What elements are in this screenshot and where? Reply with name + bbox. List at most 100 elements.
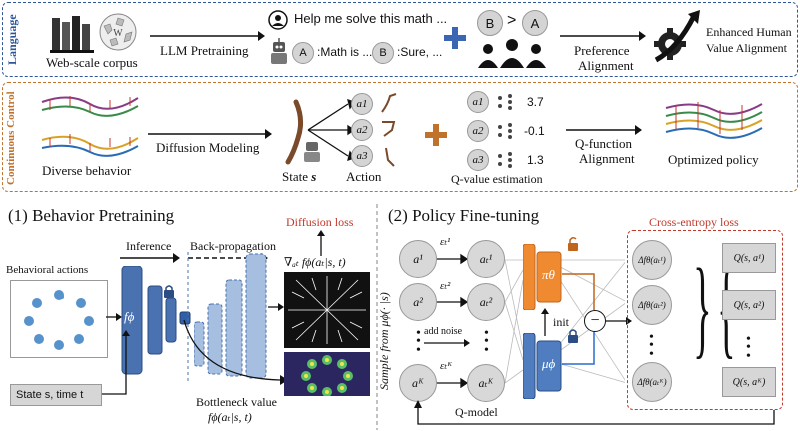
- state-time-label: State s, time t: [16, 389, 84, 401]
- qfunction-label-2: Alignment: [579, 151, 635, 166]
- result-label-2: Value Alignment: [706, 41, 787, 55]
- behavior-pretraining-title: (1) Behavior Pretraining: [8, 206, 175, 225]
- gear-growth-icon: [648, 8, 704, 69]
- delta-f-2-label: Δfθ(aₜ²): [638, 299, 666, 310]
- wikipedia-globe-icon: W: [98, 12, 138, 57]
- people-group-icon: [472, 38, 552, 75]
- right-brace: }: [693, 246, 712, 368]
- svg-text:W: W: [113, 28, 123, 39]
- llm-arrow: [150, 31, 265, 41]
- response-a-badge: A: [292, 42, 314, 64]
- control-panel: [2, 82, 798, 192]
- q-value-estimation-label: Q-value estimation: [451, 172, 543, 186]
- state-symbol: s: [311, 169, 317, 184]
- qfunction-label-1: Q-function: [575, 136, 633, 151]
- eps-K: εₜᴷ: [440, 360, 453, 372]
- delta-f-2: Δfθ(aₜ²): [632, 285, 672, 325]
- q-value-1: 3.7: [527, 95, 544, 109]
- noised-a2-label: aₜ²: [479, 294, 493, 309]
- bottleneck-label-1: Bottleneck value: [196, 395, 277, 409]
- pref-align-label-1: Preference: [574, 43, 630, 58]
- action-pose-sketches: [378, 92, 400, 173]
- plus-icon-mid: [425, 124, 447, 151]
- actions-to-net-arrow: [106, 313, 122, 321]
- noised-aK-label: aₜᴷ: [478, 375, 494, 390]
- bottleneck-heatmap: [284, 352, 370, 397]
- language-side-label: Language: [5, 14, 19, 66]
- eps-1: εₜ¹: [440, 236, 451, 248]
- inference-label: Inference: [126, 239, 172, 253]
- add-noise-arrow: [424, 339, 470, 347]
- minus-sign: −: [590, 312, 600, 329]
- q-value-3: 1.3: [527, 153, 544, 167]
- action-label: Action: [346, 169, 382, 184]
- q-action-a3-label: a3: [472, 154, 484, 166]
- init-label: init: [553, 315, 570, 329]
- q-action-a3: a3: [467, 149, 489, 171]
- pref-a-badge: A: [522, 10, 548, 36]
- diverse-behavior-label: Diverse behavior: [42, 163, 132, 178]
- diffusion-modeling-label: Diffusion Modeling: [156, 140, 260, 155]
- preference-arrow: [560, 31, 646, 41]
- action-a3: a3: [351, 145, 373, 167]
- action-a2-label: a2: [356, 124, 368, 136]
- pref-gt: >: [507, 12, 517, 29]
- lock-icon-left: [163, 284, 175, 303]
- inference-arrow: [120, 253, 180, 263]
- backprop-label: Back-propagation: [190, 239, 276, 253]
- sample-from-label: Sample from μϕ(· |s): [377, 292, 391, 390]
- gradient-label: ∇ₐₜ fϕ(aₜ|s, t): [284, 255, 346, 269]
- init-arrow: [541, 308, 549, 336]
- cross-entropy-box: [627, 230, 783, 410]
- encoder-network: [120, 265, 192, 381]
- sample-a1: a¹: [399, 240, 437, 278]
- behavioral-actions-label: Behavioral actions: [6, 264, 89, 276]
- prompt-text: Help me solve this math ...: [294, 11, 448, 26]
- qfunction-arrow: [566, 125, 642, 135]
- decoder-to-field-arrow: [268, 303, 284, 311]
- policy-finetuning-title: (2) Policy Fine-tuning: [388, 206, 540, 225]
- network-icons: [496, 92, 516, 177]
- noised-a2: aₜ²: [467, 283, 505, 321]
- pi-theta-label: πθ: [542, 267, 555, 282]
- sample-a2: a²: [399, 283, 437, 321]
- control-side-label: Continuous Control: [5, 91, 17, 185]
- action-a2: a2: [351, 119, 373, 141]
- behavioral-actions-scatter: [10, 280, 108, 358]
- state-label: State s: [282, 169, 317, 184]
- f-phi-label: fϕ: [124, 309, 135, 324]
- robot-icon: [268, 38, 290, 71]
- delta-f-1-label: Δfθ(aₜ¹): [638, 254, 666, 265]
- q-model-label: Q-model: [455, 405, 498, 419]
- sample-aK-label: aᴷ: [412, 375, 424, 390]
- sample-aK: aᴷ: [399, 364, 437, 402]
- q-box-2: Q(s, a²): [722, 290, 776, 320]
- diffusion-loss-arrow: [317, 230, 325, 256]
- action-a1-label: a1: [356, 98, 368, 110]
- state-time-box: [10, 384, 102, 406]
- q-box-K: Q(s, aᴷ): [722, 367, 776, 397]
- feedback-loop-arrow: [414, 400, 775, 425]
- plus-icon-top: [444, 27, 466, 54]
- action-a3-label: a3: [356, 150, 368, 162]
- decoder-network: [193, 250, 270, 385]
- q-action-a1: a1: [467, 91, 489, 113]
- response-b-badge: B: [372, 42, 394, 64]
- bottleneck-label-2: fϕ(aₜ|s, t): [208, 410, 252, 424]
- noised-aK: aₜᴷ: [467, 364, 505, 402]
- delta-f-1: Δfθ(aₜ¹): [632, 240, 672, 280]
- result-label-1: Enhanced Human: [706, 25, 792, 39]
- noised-dots: • • •: [484, 326, 489, 358]
- response-a-text: :Math is ...: [317, 45, 373, 59]
- sample-a2-label: a²: [413, 294, 423, 309]
- diverse-behavior-trajectories: [40, 88, 140, 173]
- state-word: State: [282, 169, 308, 184]
- language-panel: [2, 2, 798, 77]
- delta-dots: • • •: [649, 330, 654, 362]
- robot-arm-icon: [278, 96, 328, 171]
- lock-icon-right: [566, 328, 580, 349]
- corpus-label: Web-scale corpus: [46, 55, 138, 70]
- diffusion-loss-label: Diffusion loss: [286, 215, 354, 229]
- pref-b-badge: B: [477, 10, 503, 36]
- minus-node: −: [584, 310, 606, 332]
